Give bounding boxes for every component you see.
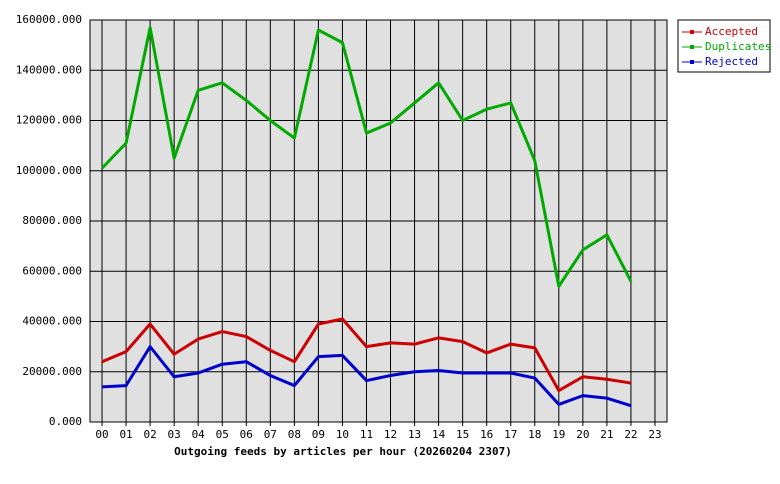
x-tick-label: 17 (504, 428, 517, 441)
x-tick-label: 23 (648, 428, 661, 441)
legend-marker (690, 45, 694, 49)
x-tick-label: 12 (384, 428, 397, 441)
plot-border (89, 19, 668, 423)
legend-label: Accepted (705, 25, 758, 38)
legend-marker (690, 60, 694, 64)
x-tick-label: 03 (168, 428, 181, 441)
legend-marker (690, 30, 694, 34)
x-tick-label: 21 (600, 428, 613, 441)
x-tick-label: 16 (480, 428, 493, 441)
x-axis-label: Outgoing feeds by articles per hour (202… (174, 445, 512, 458)
x-tick-label: 07 (264, 428, 277, 441)
y-tick-label: 100000.000 (16, 164, 82, 177)
x-tick-label: 13 (408, 428, 421, 441)
y-tick-label: 40000.000 (22, 315, 82, 328)
series-line (101, 317, 632, 393)
legend-label: Rejected (705, 55, 758, 68)
y-tick-label: 140000.000 (16, 63, 82, 76)
x-tick-label: 18 (528, 428, 541, 441)
x-tick-label: 04 (192, 428, 206, 441)
x-tick-label: 22 (624, 428, 637, 441)
series-line (100, 26, 633, 288)
x-tick-label: 09 (312, 428, 325, 441)
x-tick-label: 20 (576, 428, 589, 441)
y-tick-label: 120000.000 (16, 114, 82, 127)
x-tick-label: 14 (432, 428, 446, 441)
y-tick-label: 80000.000 (22, 214, 82, 227)
y-tick-label: 20000.000 (22, 365, 82, 378)
legend-label: Duplicates (705, 40, 771, 53)
x-tick-label: 11 (360, 428, 373, 441)
x-tick-label: 05 (216, 428, 229, 441)
x-tick-label: 06 (240, 428, 253, 441)
y-tick-label: 0.000 (49, 415, 82, 428)
series-line (101, 345, 632, 408)
x-tick-label: 02 (143, 428, 156, 441)
x-tick-label: 08 (288, 428, 301, 441)
x-tick-label: 19 (552, 428, 565, 441)
x-tick-label: 10 (336, 428, 349, 441)
x-tick-label: 15 (456, 428, 469, 441)
y-tick-label: 160000.000 (16, 13, 82, 26)
x-tick-label: 00 (95, 428, 108, 441)
y-tick-label: 60000.000 (22, 264, 82, 277)
x-tick-label: 01 (119, 428, 132, 441)
